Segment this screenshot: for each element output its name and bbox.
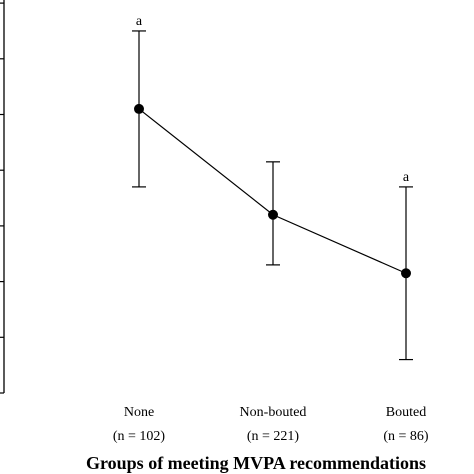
x-tick-labels: None (n = 102) Non-bouted (n = 221) Bouted (n… — [113, 405, 429, 444]
data-points — [134, 103, 411, 279]
x-tick-label: Bouted — [386, 405, 426, 420]
x-tick-sublabel: (n = 86) — [383, 429, 429, 444]
data-point — [401, 268, 411, 279]
data-point — [268, 209, 278, 220]
x-tick-sublabel: (n = 221) — [247, 429, 300, 444]
x-tick-label: None — [124, 405, 154, 420]
x-tick-sublabel: (n = 102) — [113, 429, 166, 444]
x-tick-label: Non-bouted — [240, 405, 307, 420]
x-axis-label: Groups of meeting MVPA recommendations — [86, 453, 426, 473]
significance-annotation: a — [136, 14, 143, 29]
y-axis-ticks — [0, 2, 4, 394]
data-point — [134, 103, 144, 114]
significance-annotation: a — [403, 170, 410, 185]
error-bars — [132, 30, 413, 361]
annotations: aa — [136, 14, 410, 185]
